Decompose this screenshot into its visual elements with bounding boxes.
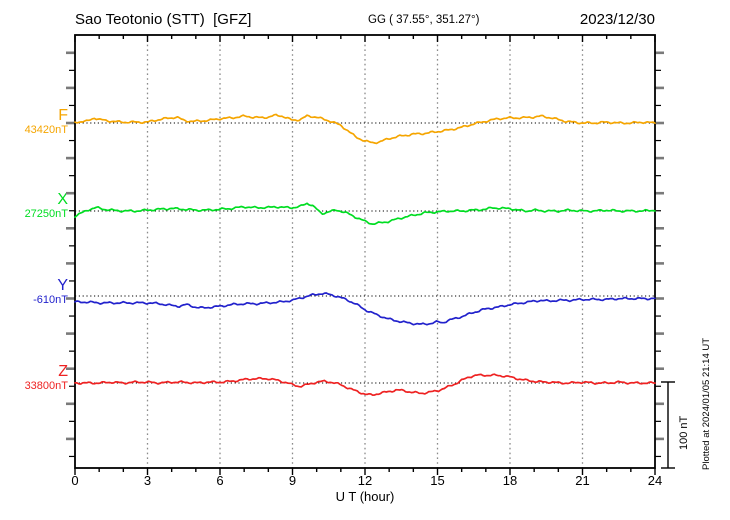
- plotted-timestamp-note: Plotted at 2024/01/05 21:14 UT: [701, 337, 712, 470]
- x-tick-label: 18: [502, 473, 518, 488]
- channel-label-f: F 43420nT: [4, 107, 68, 137]
- x-axis-title: U T (hour): [335, 489, 395, 504]
- scale-bar: [661, 381, 675, 469]
- channel-value-x: 27250nT: [24, 208, 68, 220]
- x-tick-label: 0: [71, 473, 79, 488]
- x-tick-label: 9: [288, 473, 297, 488]
- trace-F: [74, 113, 656, 145]
- x-tick-label: 24: [647, 473, 663, 488]
- station-title: Sao Teotonio (STT) [GFZ]: [75, 11, 252, 28]
- x-tick-label: 21: [575, 473, 590, 488]
- x-tick-label: 3: [143, 473, 152, 488]
- channel-label-x: X 27250nT: [4, 191, 68, 221]
- channel-label-z: Z 33800nT: [4, 363, 68, 393]
- trace-Y: [74, 292, 656, 326]
- trace-X: [74, 202, 656, 225]
- channel-letter-y: Y: [57, 277, 68, 294]
- x-tick-label: 12: [357, 473, 373, 488]
- channel-value-f: 43420nT: [24, 124, 68, 136]
- channel-letter-f: F: [58, 107, 68, 124]
- geographic-coordinates: GG ( 37.55°, 351.27°): [368, 14, 480, 26]
- channel-letter-x: X: [57, 191, 68, 208]
- plot-frame: [74, 34, 656, 469]
- channel-label-y: Y -610nT: [4, 277, 68, 307]
- channel-value-y: -610nT: [33, 294, 68, 306]
- plot-date: 2023/12/30: [579, 11, 655, 28]
- channel-value-z: 33800nT: [24, 380, 68, 392]
- x-tick-label: 6: [216, 473, 224, 488]
- trace-Z: [74, 373, 656, 397]
- x-tick-label: 15: [430, 473, 445, 488]
- channel-letter-z: Z: [58, 363, 68, 380]
- scale-bar-label: 100 nT: [678, 415, 690, 450]
